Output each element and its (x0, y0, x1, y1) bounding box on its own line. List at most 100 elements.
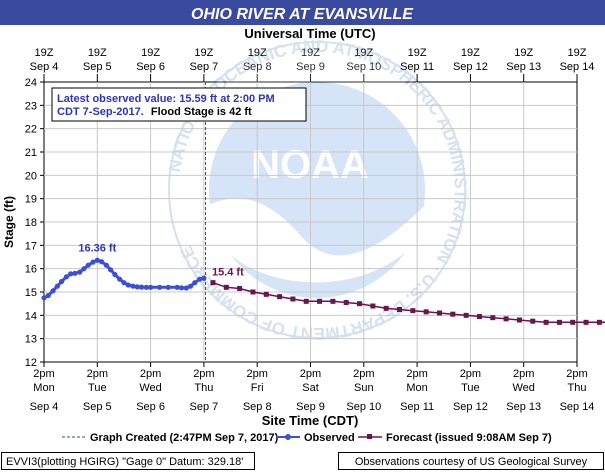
y-tick-label: 19 (25, 194, 37, 206)
y-tick-label: 18 (25, 217, 37, 229)
top-tick-date: Sep 10 (346, 61, 381, 73)
y-tick-label: 12 (25, 357, 37, 369)
bottom-tick-day: Tue (461, 382, 480, 394)
svg-text:CDT 7-Sep-2017. Flood St: CDT 7-Sep-2017. Flood Stage is 42 ft (57, 106, 252, 118)
observed-point (63, 274, 69, 280)
bottom-axis-ticks: 2pm Mon Sep 4 2pm Tue Sep 5 2pm Wed Sep 6 2pm Thu S… (30, 362, 594, 413)
bottom-tick-date: Sep 11 (400, 401, 434, 413)
y-tick-label: 24 (25, 77, 37, 89)
latest-value-box: Latest observed value: 15.59 ft at 2:00 … (51, 87, 307, 122)
bottom-tick-time: 2pm (566, 368, 587, 380)
forecast-point (596, 319, 602, 325)
observed-point (148, 284, 154, 290)
y-tick-label: 13 (25, 334, 37, 346)
y-tick-label: 20 (25, 170, 37, 182)
bottom-tick-day: Wed (139, 382, 161, 394)
observed-point (201, 275, 207, 281)
y-tick-label: 16 (25, 264, 37, 276)
forecast-point (423, 309, 429, 315)
observed-point (81, 266, 87, 272)
bottom-tick-date: Sep 8 (243, 401, 272, 413)
legend-observed-label: Observed (304, 432, 355, 444)
top-tick-date: Sep 11 (400, 61, 434, 73)
y-tick-label: 23 (25, 100, 37, 112)
top-tick-date: Sep 4 (30, 61, 59, 73)
top-tick-time: 19Z (514, 47, 533, 59)
observed-point (45, 292, 51, 299)
top-tick-date: Sep 14 (560, 61, 595, 73)
grid-lines (44, 82, 577, 362)
title-bar (0, 0, 605, 25)
top-tick-date: Sep 13 (506, 61, 541, 73)
top-tick-time: 19Z (408, 47, 427, 59)
datum-footer: EVVI3(plotting HGIRG) "Gage 0" Datum: 32… (1, 452, 255, 470)
info-line-2a: CDT 7-Sep-2017. (57, 106, 144, 118)
bottom-tick-day: Thu (568, 382, 587, 394)
legend-forecast-marker (367, 434, 372, 439)
info-line-1: Latest observed value: 15.59 ft at 2:00 … (57, 93, 275, 105)
bottom-tick-day: Mon (406, 382, 427, 394)
forecast-point (330, 298, 336, 304)
observed-point (174, 284, 180, 290)
observed-point (58, 278, 65, 285)
forecast-point (317, 298, 323, 304)
legend-forecast-label: Forecast (issued 9:08AM Sep 7) (386, 432, 552, 444)
bottom-tick-day: Sat (302, 382, 319, 394)
chart-title: OHIO RIVER AT EVANSVILLE (191, 6, 414, 23)
top-tick-time: 19Z (248, 47, 267, 59)
observed-point (117, 276, 123, 282)
top-axis-ticks: 19Z Sep 4 19Z Sep 5 19Z Sep 6 19Z Sep 7 19Z Sep 8… (30, 47, 595, 82)
forecast-point (516, 317, 522, 323)
forecast-point (583, 319, 589, 325)
forecast-point (543, 319, 549, 325)
observed-point (183, 285, 189, 291)
bottom-tick-date: Sep 5 (83, 401, 112, 413)
observed-point (50, 288, 56, 294)
observed-point (85, 262, 91, 268)
forecast-point (476, 314, 482, 319)
observed-point (192, 280, 198, 286)
bottom-tick-date: Sep 12 (453, 401, 488, 413)
bottom-tick-date: Sep 7 (190, 401, 219, 413)
observed-point (197, 276, 203, 282)
bottom-axis-title: Site Time (CDT) (262, 413, 359, 428)
observed-point (103, 262, 109, 268)
y-tick-label: 14 (25, 310, 37, 322)
bottom-tick-day: Sun (354, 382, 374, 394)
forecast-point (410, 308, 416, 314)
forecast-point (277, 294, 283, 300)
top-tick-time: 19Z (194, 47, 213, 59)
forecast-point (436, 310, 442, 316)
top-tick-time: 19Z (35, 47, 54, 59)
forecast-point (303, 298, 309, 304)
top-tick-time: 19Z (461, 47, 480, 59)
point-labels: 16.36 ft 15.4 ft (78, 242, 244, 278)
observed-point (108, 267, 114, 273)
top-tick-date: Sep 5 (83, 61, 112, 73)
observed-point (77, 269, 83, 275)
observed-series (41, 257, 207, 301)
bottom-tick-date: Sep 9 (296, 401, 325, 413)
observed-peak-label: 16.36 ft (78, 242, 116, 254)
forecast-point (530, 318, 536, 324)
observed-point (94, 257, 100, 263)
observed-point (134, 284, 140, 290)
y-axis-title: Stage (ft) (2, 196, 16, 248)
forecast-point (210, 280, 216, 286)
bottom-tick-day: Wed (512, 382, 534, 394)
forecast-point (490, 315, 496, 321)
forecast-series (210, 280, 605, 325)
info-line-2b: Flood Stage is 42 ft (151, 106, 252, 118)
forecast-point (383, 305, 389, 311)
observed-point (121, 280, 127, 286)
forecast-point (250, 289, 256, 295)
forecast-first-label: 15.4 ft (212, 267, 244, 279)
top-tick-time: 19Z (568, 47, 587, 59)
y-tick-label: 22 (25, 124, 37, 136)
y-axis-ticks: 12 13 14 15 16 17 18 19 20 21 22 23 24 (25, 77, 44, 369)
bottom-tick-time: 2pm (193, 368, 214, 380)
top-tick-time: 19Z (88, 47, 107, 59)
observed-point (178, 285, 185, 291)
forecast-point (357, 301, 363, 307)
